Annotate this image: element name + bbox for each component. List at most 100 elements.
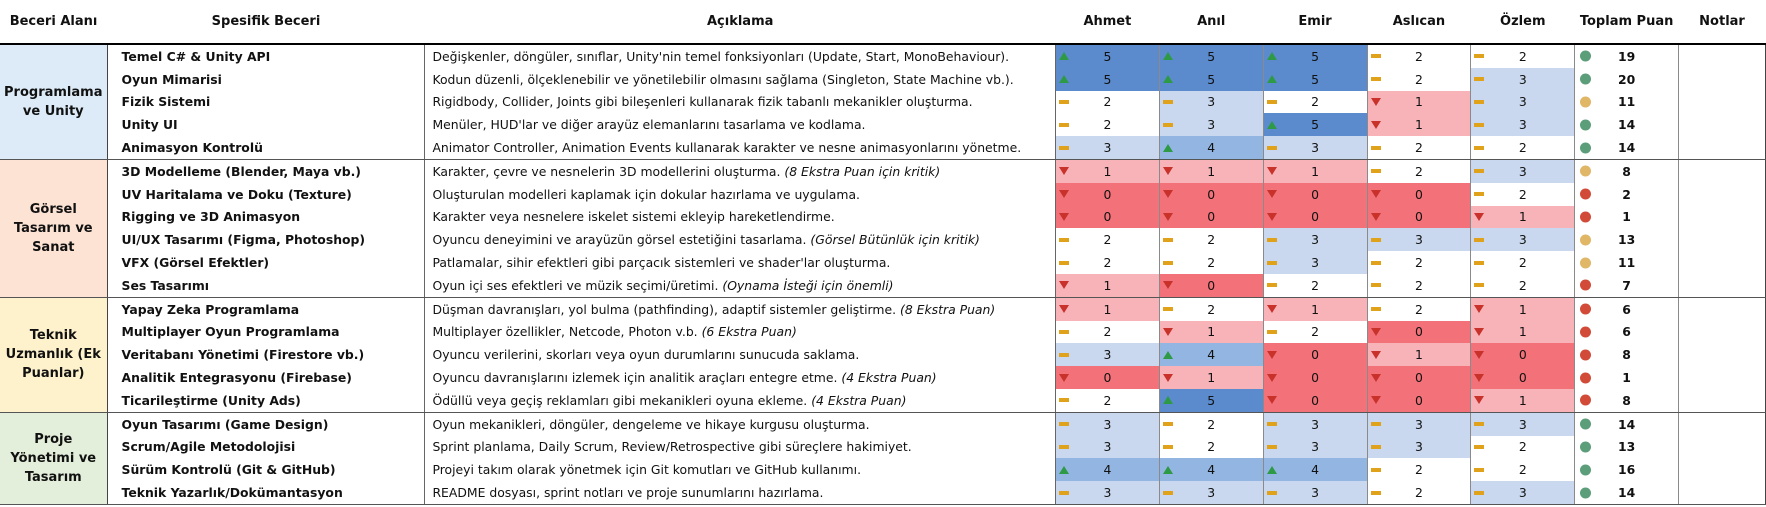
score-cell: 3 xyxy=(1055,412,1160,436)
notes-cell[interactable] xyxy=(1678,113,1766,137)
notes-cell[interactable] xyxy=(1678,297,1766,321)
total-cell: 8 xyxy=(1574,343,1680,367)
score-cell: 3 xyxy=(1470,113,1576,137)
score-cell: 4 xyxy=(1263,458,1368,482)
score-value: 1 xyxy=(1414,347,1423,363)
score-cell: 0 xyxy=(1367,320,1472,344)
score-value: 1 xyxy=(1518,301,1527,317)
score-cell: 3 xyxy=(1055,343,1160,367)
score-cell: 0 xyxy=(1159,273,1264,298)
score-value: 4 xyxy=(1207,140,1216,156)
status-dot-icon xyxy=(1580,279,1592,291)
score-cell: 2 xyxy=(1055,388,1160,413)
status-dot-icon xyxy=(1580,73,1592,85)
dash-icon xyxy=(1058,99,1069,104)
total-cell: 14 xyxy=(1574,481,1680,505)
arrow-up-icon xyxy=(1266,465,1277,474)
dash-icon xyxy=(1370,283,1381,288)
notes-cell[interactable] xyxy=(1678,90,1766,114)
score-cell: 1 xyxy=(1367,90,1472,114)
area-cell: Proje Yönetimi ve Tasarım xyxy=(0,412,108,505)
score-cell: 2 xyxy=(1263,320,1368,344)
score-cell: 2 xyxy=(1470,273,1576,298)
notes-cell[interactable] xyxy=(1678,273,1766,298)
description-text: Multiplayer özellikler, Netcode, Photon … xyxy=(432,324,698,340)
notes-cell[interactable] xyxy=(1678,343,1766,367)
arrow-down-icon xyxy=(1162,327,1173,336)
header-person: Ahmet xyxy=(1055,0,1160,45)
table-row: Scrum/Agile Metodolojisi Sprint planlama,… xyxy=(0,435,1766,459)
score-value: 0 xyxy=(1518,347,1527,363)
skill-cell: 3D Modelleme (Blender, Maya vb.) xyxy=(121,163,361,179)
arrow-up-icon xyxy=(1058,75,1069,84)
score-cell: 0 xyxy=(1263,366,1368,389)
score-cell: 2 xyxy=(1055,320,1160,344)
score-cell: 2 xyxy=(1470,435,1576,459)
score-value: 1 xyxy=(1518,392,1527,408)
score-value: 0 xyxy=(1311,392,1320,408)
table-row: Sürüm Kontrolü (Git & GitHub) Projeyi tak… xyxy=(0,458,1766,482)
score-value: 2 xyxy=(1414,71,1423,87)
arrow-up-icon xyxy=(1162,75,1173,84)
notes-cell[interactable] xyxy=(1678,159,1766,183)
arrow-down-icon xyxy=(1474,212,1485,221)
score-cell: 1 xyxy=(1159,366,1264,389)
description-note: (6 Ekstra Puan) xyxy=(701,324,797,340)
dash-icon xyxy=(1266,422,1277,427)
description-cell: Karakter, çevre ve nesnelerin 3D modelle… xyxy=(424,159,1056,183)
notes-cell[interactable] xyxy=(1678,228,1766,252)
score-cell: 3 xyxy=(1470,90,1576,114)
notes-cell[interactable] xyxy=(1678,182,1766,206)
notes-cell[interactable] xyxy=(1678,44,1766,68)
notes-cell[interactable] xyxy=(1678,251,1766,274)
score-value: 3 xyxy=(1311,255,1320,271)
notes-cell[interactable] xyxy=(1678,412,1766,436)
notes-cell[interactable] xyxy=(1678,67,1766,91)
description-note: (8 Ekstra Puan için kritik) xyxy=(784,163,941,179)
score-value: 3 xyxy=(1518,117,1527,133)
arrow-down-icon xyxy=(1266,396,1277,405)
total-value: 16 xyxy=(1617,462,1636,478)
score-value: 3 xyxy=(1207,117,1216,133)
total-value: 14 xyxy=(1617,117,1636,133)
notes-cell[interactable] xyxy=(1678,366,1766,389)
dash-icon xyxy=(1370,422,1381,427)
score-value: 0 xyxy=(1207,186,1216,202)
score-value: 4 xyxy=(1207,347,1216,363)
dash-icon xyxy=(1266,237,1277,242)
score-value: 3 xyxy=(1207,485,1216,501)
dash-icon xyxy=(1474,444,1485,449)
notes-cell[interactable] xyxy=(1678,481,1766,505)
notes-cell[interactable] xyxy=(1678,205,1766,229)
score-value: 0 xyxy=(1311,370,1320,386)
score-cell: 5 xyxy=(1159,388,1264,413)
score-value: 2 xyxy=(1103,94,1112,110)
notes-cell[interactable] xyxy=(1678,388,1766,413)
description-cell: Oyun içi ses efektleri ve müzik seçimi/ü… xyxy=(424,273,1056,298)
score-cell: 2 xyxy=(1055,228,1160,252)
notes-cell[interactable] xyxy=(1678,458,1766,482)
total-cell: 14 xyxy=(1574,113,1680,137)
notes-cell[interactable] xyxy=(1678,136,1766,160)
score-value: 2 xyxy=(1518,48,1527,64)
dash-icon xyxy=(1474,169,1485,174)
score-value: 4 xyxy=(1311,462,1320,478)
arrow-down-icon xyxy=(1370,373,1381,382)
total-value: 8 xyxy=(1622,347,1631,363)
description-cell: Menüler, HUD'lar ve diğer arayüz elemanl… xyxy=(424,113,1056,137)
score-value: 5 xyxy=(1207,48,1216,64)
dash-icon xyxy=(1162,444,1173,449)
notes-cell[interactable] xyxy=(1678,320,1766,344)
score-value: 0 xyxy=(1311,186,1320,202)
table-row: Multiplayer Oyun Programlama Multiplayer … xyxy=(0,320,1766,344)
dash-icon xyxy=(1162,260,1173,265)
score-value: 2 xyxy=(1414,277,1423,293)
score-value: 0 xyxy=(1103,186,1112,202)
total-value: 14 xyxy=(1617,416,1636,432)
total-cell: 8 xyxy=(1574,159,1680,183)
description-cell: Sprint planlama, Daily Scrum, Review/Ret… xyxy=(424,435,1056,459)
score-cell: 4 xyxy=(1055,458,1160,482)
skill-cell: Animasyon Kontrolü xyxy=(107,136,425,160)
notes-cell[interactable] xyxy=(1678,435,1766,459)
score-value: 3 xyxy=(1414,416,1423,432)
